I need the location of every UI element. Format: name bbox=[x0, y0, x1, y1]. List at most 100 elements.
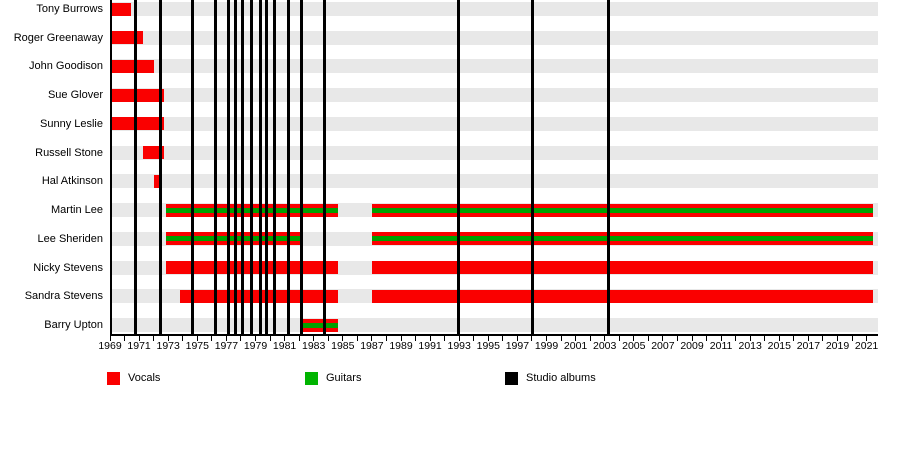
legend-label-albums: Studio albums bbox=[526, 372, 596, 384]
studio-album-line bbox=[213, 0, 217, 334]
axis-tick bbox=[837, 336, 838, 341]
row-stripe bbox=[112, 145, 878, 160]
studio-album-line bbox=[250, 0, 254, 334]
axis-tick-label: 1993 bbox=[447, 340, 471, 352]
axis-tick bbox=[851, 336, 853, 341]
axis-tick bbox=[138, 336, 140, 341]
axis-tick bbox=[807, 336, 809, 341]
member-name-label: Roger Greenaway bbox=[13, 31, 103, 44]
axis-tick bbox=[429, 336, 431, 341]
studio-album-line bbox=[606, 0, 610, 334]
axis-tick bbox=[618, 336, 620, 341]
row-stripe bbox=[112, 59, 878, 74]
axis-tick bbox=[676, 336, 678, 341]
studio-album-line bbox=[273, 0, 277, 334]
axis-tick-label: 1987 bbox=[360, 340, 384, 352]
x-axis-ticks bbox=[109, 336, 890, 342]
member-name-label: Martin Lee bbox=[51, 204, 103, 217]
axis-tick bbox=[269, 336, 271, 341]
member-name-label: Nicky Stevens bbox=[33, 261, 103, 274]
axis-tick-label: 2011 bbox=[709, 340, 733, 352]
member-name-label: Sunny Leslie bbox=[40, 117, 103, 130]
axis-tick-label: 1997 bbox=[505, 340, 530, 352]
member-name-label: Sue Glover bbox=[47, 89, 103, 102]
axis-tick bbox=[604, 336, 606, 341]
axis-tick bbox=[255, 336, 256, 341]
member-bar bbox=[112, 88, 165, 102]
axis-tick bbox=[516, 336, 518, 341]
studio-album-line bbox=[299, 0, 303, 334]
axis-tick-label: 1991 bbox=[418, 340, 442, 352]
axis-tick-label: 2003 bbox=[593, 340, 617, 352]
axis-tick bbox=[182, 336, 184, 341]
axis-tick bbox=[371, 336, 373, 341]
studio-album-line bbox=[322, 0, 326, 334]
member-name-label: Sandra Stevens bbox=[24, 290, 103, 303]
axis-tick bbox=[778, 336, 780, 341]
row-stripe bbox=[112, 2, 878, 16]
axis-tick bbox=[764, 336, 766, 341]
axis-tick bbox=[647, 336, 649, 341]
axis-tick-label: 2013 bbox=[738, 340, 762, 352]
member-bar bbox=[372, 261, 873, 275]
studio-album-line bbox=[264, 0, 268, 334]
member-bar bbox=[154, 174, 163, 188]
member-bar bbox=[301, 318, 338, 332]
axis-tick bbox=[822, 336, 824, 341]
studio-album-line bbox=[234, 0, 238, 334]
guitar-role-stripe bbox=[301, 322, 338, 328]
axis-tick-label: 1995 bbox=[476, 340, 500, 352]
axis-tick bbox=[473, 336, 475, 341]
axis-tick bbox=[342, 336, 344, 341]
axis-tick bbox=[211, 336, 213, 341]
axis-tick bbox=[749, 336, 751, 341]
axis-tick-label: 1981 bbox=[272, 340, 297, 352]
axis-tick-label: 1999 bbox=[534, 340, 559, 352]
guitars-swatch-icon bbox=[305, 372, 318, 385]
axis-tick bbox=[691, 336, 693, 341]
axis-tick-label: 2009 bbox=[680, 340, 704, 352]
axis-tick bbox=[866, 336, 868, 341]
member-bar bbox=[112, 59, 155, 73]
axis-tick bbox=[415, 336, 417, 341]
axis-tick-label: 1969 bbox=[98, 340, 122, 352]
axis-tick bbox=[225, 336, 227, 341]
member-bar bbox=[112, 31, 143, 45]
member-name-label: Tony Burrows bbox=[36, 3, 103, 15]
axis-tick bbox=[284, 336, 286, 341]
studio-album-line bbox=[241, 0, 245, 334]
axis-tick-label: 1975 bbox=[185, 340, 209, 352]
studio-album-line bbox=[190, 0, 194, 334]
axis-tick bbox=[706, 336, 708, 341]
member-bar bbox=[112, 2, 131, 16]
axis-tick bbox=[487, 336, 489, 341]
axis-tick bbox=[167, 336, 169, 341]
studio-album-line bbox=[226, 0, 230, 334]
axis-tick-label: 1989 bbox=[389, 340, 413, 352]
member-name-label: John Goodison bbox=[29, 60, 103, 73]
axis-tick bbox=[153, 336, 155, 341]
studio-albums-swatch-icon bbox=[505, 372, 518, 385]
axis-tick-label: 2019 bbox=[825, 340, 850, 352]
axis-tick bbox=[546, 336, 547, 341]
axis-tick-label: 2015 bbox=[767, 340, 791, 352]
row-stripe bbox=[112, 88, 878, 103]
axis-tick bbox=[502, 336, 504, 341]
guitar-role-stripe bbox=[372, 207, 873, 213]
axis-tick bbox=[793, 336, 795, 341]
axis-tick-label: 2001 bbox=[563, 340, 588, 352]
member-name-label: Lee Sheriden bbox=[37, 232, 103, 245]
member-bar bbox=[372, 232, 873, 246]
axis-tick bbox=[240, 336, 242, 341]
vocals-swatch-icon bbox=[107, 372, 120, 385]
axis-tick-label: 2005 bbox=[622, 340, 646, 352]
axis-tick bbox=[531, 336, 533, 341]
axis-tick bbox=[298, 336, 300, 341]
axis-tick-label: 1983 bbox=[302, 340, 326, 352]
x-axis-labels: 1969 1971 1973 1975 1977 1979 1981 1983 1985 1987… bbox=[98, 340, 900, 354]
axis-tick bbox=[633, 336, 635, 341]
row-stripe bbox=[112, 30, 878, 45]
member-bar bbox=[372, 203, 873, 217]
legend-label-guitars: Guitars bbox=[326, 372, 362, 384]
